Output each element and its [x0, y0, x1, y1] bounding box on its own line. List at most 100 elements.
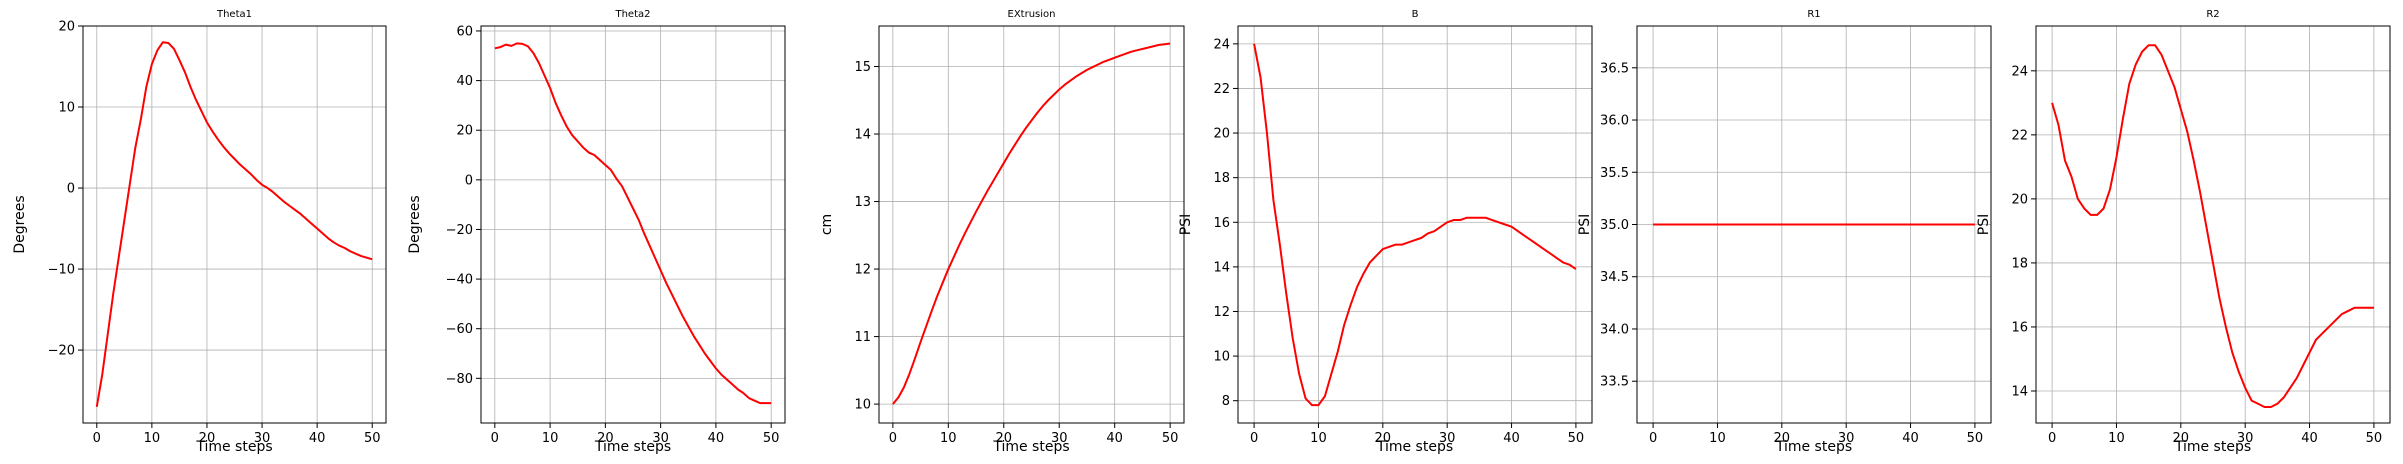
y-tick-label: 20 [456, 124, 473, 139]
y-tick-label: 14 [854, 128, 871, 143]
y-tick-label: 24 [1213, 37, 1230, 52]
x-tick-label: 0 [1649, 431, 1657, 446]
x-axis-label: Time steps [1775, 439, 1852, 455]
subplot-title: R2 [2206, 9, 2219, 20]
x-tick-label: 40 [309, 431, 326, 446]
x-tick-label: 20 [1774, 431, 1791, 446]
plot-frame [2035, 25, 2391, 424]
x-axis-label: Time steps [195, 439, 272, 455]
x-tick-label: 10 [144, 431, 161, 446]
y-tick-label: 10 [854, 398, 871, 413]
y-tick-label: 16 [2011, 320, 2028, 335]
x-tick-label: 30 [1051, 431, 1068, 446]
y-axis-label: PSI [1976, 214, 1992, 235]
y-tick-label: 10 [58, 101, 75, 116]
x-tick-label: 10 [2108, 431, 2125, 446]
subplot-3: 0 10 20 30 40 50 10 11 12 13 14 15 EXtrusion Time ste… [819, 9, 1185, 455]
plot-frame [1237, 25, 1593, 424]
x-tick-label: 20 [2173, 431, 2190, 446]
y-tick-label: 10 [1213, 350, 1230, 365]
y-tick-label: 12 [1213, 305, 1230, 320]
y-axis-label: cm [819, 214, 835, 235]
y-axis-label: PSI [1577, 214, 1593, 235]
subplot-title: B [1412, 9, 1419, 20]
y-tick-label: 22 [1213, 82, 1230, 97]
x-tick-label: 0 [889, 431, 897, 446]
y-tick-label: 13 [854, 195, 871, 210]
series-line [2051, 44, 2374, 408]
subplot-title: Theta2 [614, 9, 650, 20]
y-tick-label: 0 [67, 182, 75, 197]
series-line [892, 42, 1171, 405]
y-tick-label: 18 [1213, 171, 1230, 186]
x-tick-label: 50 [2366, 431, 2383, 446]
y-tick-label: 36.5 [1600, 61, 1629, 76]
x-tick-label: 30 [1439, 431, 1456, 446]
subplot-title: Theta1 [216, 9, 252, 20]
x-tick-label: 30 [254, 431, 271, 446]
x-tick-label: 40 [708, 431, 725, 446]
y-tick-label: 8 [1222, 394, 1230, 409]
x-tick-label: 50 [364, 431, 381, 446]
x-tick-label: 10 [542, 431, 559, 446]
y-tick-label: 34.5 [1600, 270, 1629, 285]
y-tick-label: −10 [48, 263, 75, 278]
x-tick-label: 20 [199, 431, 216, 446]
y-tick-label: 12 [854, 263, 871, 278]
x-axis-label: Time steps [992, 439, 1069, 455]
y-tick-label: −20 [446, 223, 473, 238]
x-tick-label: 50 [1162, 431, 1179, 446]
x-tick-label: 0 [93, 431, 101, 446]
y-tick-label: 22 [2011, 128, 2028, 143]
subplot-6: 0 10 20 30 40 50 14 16 18 20 22 24 R2 Time steps PSI [1976, 9, 2391, 455]
y-tick-label: 33.5 [1600, 375, 1629, 390]
x-tick-label: 10 [1310, 431, 1327, 446]
y-tick-label: 16 [1213, 216, 1230, 231]
x-tick-label: 0 [2048, 431, 2056, 446]
series-line [95, 41, 373, 407]
x-tick-label: 40 [1106, 431, 1123, 446]
y-tick-label: 35.0 [1600, 218, 1629, 233]
x-tick-label: 0 [491, 431, 499, 446]
x-tick-label: 40 [1503, 431, 1520, 446]
y-tick-label: 24 [2011, 64, 2028, 79]
y-tick-label: 40 [456, 74, 473, 89]
y-tick-label: 20 [58, 20, 75, 35]
y-tick-label: −40 [446, 273, 473, 288]
y-tick-label: 36.0 [1600, 114, 1629, 129]
x-tick-label: 50 [763, 431, 780, 446]
x-axis-label: Time steps [2174, 439, 2251, 455]
x-tick-label: 20 [1375, 431, 1392, 446]
y-tick-label: 14 [2011, 384, 2028, 399]
y-tick-label: 20 [2011, 192, 2028, 207]
y-tick-label: 60 [456, 24, 473, 39]
y-tick-label: 20 [1213, 127, 1230, 142]
x-tick-label: 0 [1250, 431, 1258, 446]
x-tick-label: 10 [940, 431, 957, 446]
x-tick-label: 20 [597, 431, 614, 446]
y-tick-label: 18 [2011, 256, 2028, 271]
y-tick-label: 34.0 [1600, 322, 1629, 337]
plot-frame [878, 25, 1185, 424]
y-axis-label: Degrees [12, 195, 28, 253]
y-tick-label: −20 [48, 344, 75, 359]
series-line [494, 42, 772, 405]
y-tick-label: 11 [854, 330, 871, 345]
y-axis-label: Degrees [407, 195, 423, 253]
subplot-title: R1 [1807, 9, 1820, 20]
y-axis-label: PSI [1178, 214, 1194, 235]
subplot-1: 0 10 20 30 40 50 −20 −10 0 10 20 Theta1 Time steps De… [12, 9, 387, 455]
plot-frame [82, 25, 387, 424]
y-tick-label: 35.5 [1600, 166, 1629, 181]
x-axis-label: Time steps [1376, 439, 1453, 455]
y-tick-label: −60 [446, 322, 473, 337]
x-tick-label: 50 [1568, 431, 1585, 446]
y-tick-label: 14 [1213, 260, 1230, 275]
x-tick-label: 30 [2237, 431, 2254, 446]
subplot-2: 0 10 20 30 40 50 −80 −60 −40 −20 0 20 40 60 Theta2 Time… [407, 9, 786, 455]
x-axis-label: Time steps [594, 439, 671, 455]
series-line [1253, 43, 1577, 407]
x-tick-label: 30 [652, 431, 669, 446]
x-tick-label: 10 [1709, 431, 1726, 446]
